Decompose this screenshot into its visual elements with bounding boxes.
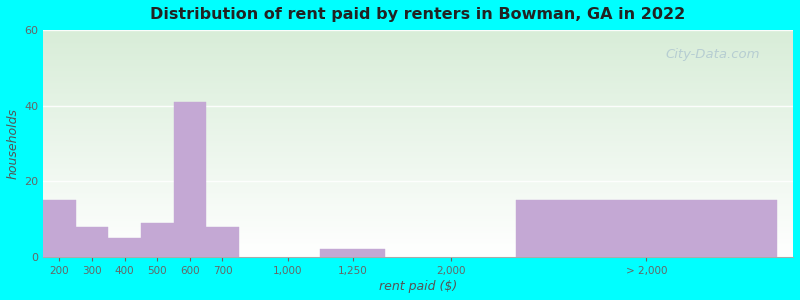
Bar bbox=[108, 238, 141, 257]
Bar bbox=[206, 226, 238, 257]
X-axis label: rent paid ($): rent paid ($) bbox=[379, 280, 458, 293]
Y-axis label: households: households bbox=[7, 108, 20, 179]
Bar bbox=[320, 249, 386, 257]
Bar bbox=[43, 200, 76, 257]
Bar bbox=[76, 226, 108, 257]
Bar bbox=[516, 200, 777, 257]
Text: City-Data.com: City-Data.com bbox=[666, 48, 760, 61]
Bar bbox=[174, 102, 206, 257]
Title: Distribution of rent paid by renters in Bowman, GA in 2022: Distribution of rent paid by renters in … bbox=[150, 7, 686, 22]
Bar bbox=[141, 223, 174, 257]
